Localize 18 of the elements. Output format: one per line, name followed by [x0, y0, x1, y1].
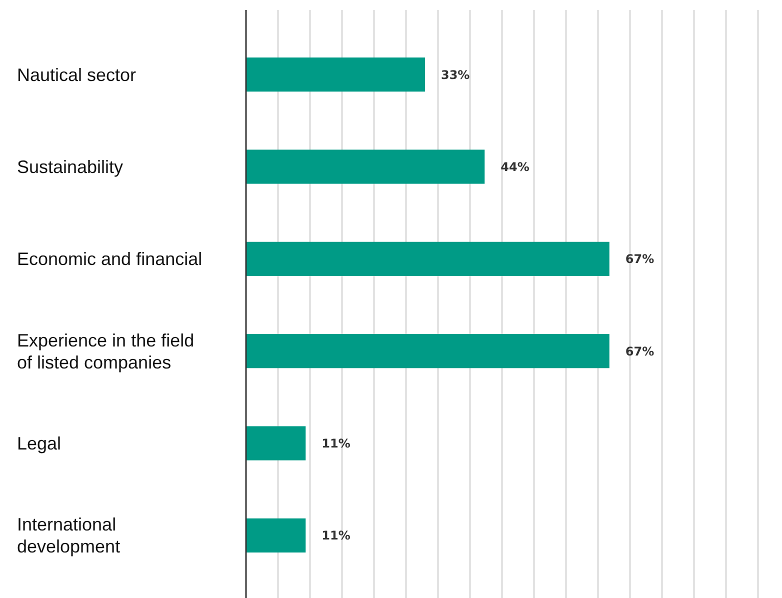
bar	[246, 426, 306, 460]
data-label: 67%	[625, 252, 654, 266]
y-tick-label: Economic and financial	[17, 249, 202, 270]
data-label: 11%	[322, 528, 350, 543]
bar	[246, 242, 610, 276]
y-tick-label: Experience in the field of listed companies	[17, 330, 194, 372]
y-tick-label: Nautical sector	[17, 64, 136, 85]
bar	[246, 518, 306, 552]
y-tick-label: Legal	[17, 434, 62, 454]
data-label: 44%	[500, 160, 530, 174]
bar	[246, 150, 485, 184]
data-label: 11%	[322, 436, 350, 450]
y-tick-label: Sustainability	[17, 157, 124, 178]
y-tick-label: International development	[17, 514, 120, 557]
bar	[246, 58, 425, 92]
data-label: 33%	[440, 68, 470, 82]
bar	[246, 334, 610, 368]
data-label: 67%	[625, 344, 654, 358]
